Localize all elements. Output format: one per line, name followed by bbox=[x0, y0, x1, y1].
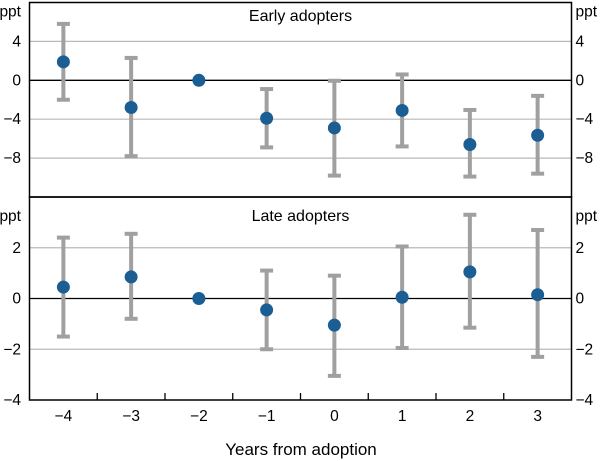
data-point bbox=[531, 128, 545, 142]
y-tick-label-right: −4 bbox=[576, 392, 594, 409]
x-tick-label: −3 bbox=[122, 408, 140, 425]
x-tick-label: −4 bbox=[55, 408, 73, 425]
y-tick-label-right: 0 bbox=[576, 291, 585, 308]
data-point bbox=[260, 303, 274, 317]
data-point bbox=[327, 318, 341, 332]
unit-label-right: ppt bbox=[576, 208, 598, 225]
y-tick-label-left: −2 bbox=[3, 341, 21, 358]
y-tick-label-right: −8 bbox=[576, 150, 594, 167]
y-tick-label-right: −4 bbox=[576, 111, 594, 128]
x-tick-label: −2 bbox=[190, 408, 208, 425]
y-tick-label-right: 0 bbox=[576, 72, 585, 89]
data-point bbox=[192, 292, 206, 305]
unit-label-left: ppt bbox=[0, 208, 22, 225]
unit-label-right: ppt bbox=[576, 4, 598, 21]
data-point bbox=[56, 55, 70, 69]
y-tick-label-left: 4 bbox=[12, 33, 21, 50]
data-point bbox=[327, 121, 341, 135]
y-tick-label-right: 4 bbox=[576, 33, 585, 50]
x-tick-label: 3 bbox=[533, 408, 542, 425]
data-point bbox=[531, 288, 545, 302]
data-point bbox=[56, 280, 70, 294]
data-point bbox=[124, 101, 138, 115]
x-tick-label: 1 bbox=[398, 408, 407, 425]
panel-title: Early adopters bbox=[249, 8, 352, 25]
data-point bbox=[395, 290, 409, 304]
data-point bbox=[463, 265, 477, 279]
panel-title: Late adopters bbox=[252, 208, 350, 225]
x-tick-label: −1 bbox=[258, 408, 276, 425]
data-point bbox=[395, 103, 409, 117]
data-point bbox=[463, 137, 477, 151]
data-point bbox=[124, 270, 138, 284]
unit-label-left: ppt bbox=[0, 4, 22, 21]
y-tick-label-right: −2 bbox=[576, 341, 594, 358]
x-axis-title: Years from adoption bbox=[225, 440, 377, 459]
y-tick-label-left: −8 bbox=[3, 150, 21, 167]
x-tick-label: 0 bbox=[330, 408, 339, 425]
data-point bbox=[192, 73, 206, 87]
y-tick-label-left: 2 bbox=[12, 240, 21, 257]
y-tick-label-left: 0 bbox=[12, 72, 21, 89]
y-tick-label-left: −4 bbox=[3, 111, 21, 128]
y-tick-label-right: 2 bbox=[576, 240, 585, 257]
y-tick-label-left: −4 bbox=[3, 392, 21, 409]
y-tick-label-left: 0 bbox=[12, 291, 21, 308]
x-tick-label: 2 bbox=[466, 408, 475, 425]
panel-frame bbox=[28, 1, 573, 198]
data-point bbox=[260, 111, 274, 125]
